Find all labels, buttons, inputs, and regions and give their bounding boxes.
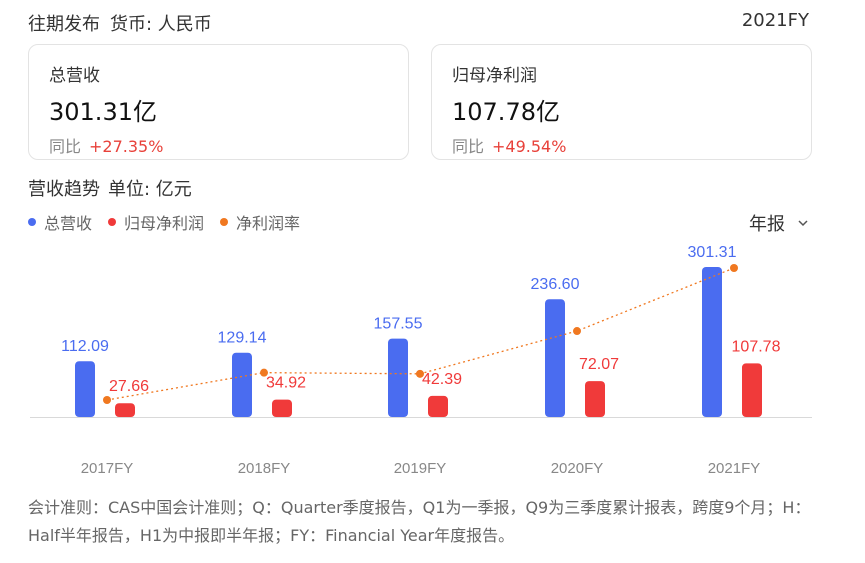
- period-select[interactable]: 年报: [749, 210, 809, 236]
- legend-item-margin[interactable]: 净利润率: [220, 210, 300, 234]
- label-net-profit-2018FY: 34.92: [266, 375, 306, 392]
- bar-net-profit-2021FY: [742, 363, 762, 417]
- net-profit-yoy-value: +49.54%: [492, 137, 567, 156]
- legend-dot-net-profit: [108, 218, 117, 226]
- revenue-yoy: 同比 +27.35%: [49, 133, 388, 157]
- point-margin-2019FY: [416, 369, 424, 378]
- label-net-profit-2021FY: 107.78: [732, 338, 781, 355]
- net-profit-card-label: 归母净利润: [452, 66, 537, 86]
- header-title: 往期发布 货币: 人民币: [28, 10, 212, 36]
- revenue-card-label: 总营收: [49, 66, 100, 86]
- point-margin-2018FY: [260, 368, 268, 377]
- point-margin-2021FY: [730, 264, 738, 272]
- legend-label-margin: 净利润率: [236, 214, 301, 233]
- revenue-yoy-label: 同比: [49, 137, 82, 156]
- period-label: 2021FY: [741, 10, 809, 31]
- legend-label-revenue: 总营收: [44, 214, 93, 233]
- tick-label-2017FY: 2017FY: [81, 460, 134, 477]
- bar-revenue-2019FY: [388, 338, 408, 417]
- bar-revenue-2021FY: [702, 267, 722, 417]
- label-revenue-2020FY: 236.60: [531, 276, 580, 293]
- currency-label: 货币: 人民币: [110, 14, 212, 35]
- legend-dot-revenue: [28, 218, 36, 226]
- legend-item-revenue[interactable]: 总营收: [28, 210, 92, 234]
- chart-legend: 总营收 归母净利润 净利润率: [28, 210, 300, 234]
- trend-title-text: 营收趋势: [28, 179, 100, 200]
- legend-dot-margin: [220, 218, 229, 226]
- bar-net-profit-2020FY: [585, 381, 605, 417]
- label-revenue-2021FY: 301.31: [688, 244, 737, 261]
- tick-label-2020FY: 2020FY: [551, 460, 604, 477]
- bar-revenue-2018FY: [232, 352, 252, 417]
- net-profit-yoy-label: 同比: [452, 137, 485, 156]
- label-net-profit-2020FY: 72.07: [579, 356, 619, 373]
- trend-title: 营收趋势 单位: 亿元: [28, 175, 192, 201]
- label-net-profit-2019FY: 42.39: [422, 371, 462, 388]
- tick-label-2021FY: 2021FY: [708, 460, 761, 477]
- label-revenue-2017FY: 112.09: [61, 338, 109, 355]
- point-margin-2020FY: [573, 327, 581, 336]
- bar-net-profit-2018FY: [272, 399, 292, 417]
- tick-label-2018FY: 2018FY: [238, 460, 291, 477]
- net-profit-card[interactable]: 归母净利润 107.78亿 同比 +49.54%: [431, 44, 812, 160]
- tick-label-2019FY: 2019FY: [394, 460, 447, 477]
- revenue-card-value: 301.31亿: [49, 98, 157, 126]
- footnote: 会计准则：CAS中国会计准则；Q：Quarter季度报告，Q1为一季报，Q9为三…: [28, 498, 811, 545]
- line-margin: [106, 267, 735, 401]
- label-revenue-2019FY: 157.55: [374, 316, 423, 333]
- chevron-down-icon: [798, 220, 808, 227]
- bar-net-profit-2019FY: [428, 395, 448, 417]
- label-revenue-2018FY: 129.14: [218, 330, 267, 347]
- trend-unit: 单位: 亿元: [108, 179, 192, 200]
- bar-net-profit-2017FY: [115, 403, 135, 417]
- net-profit-yoy: 同比 +49.54%: [452, 133, 791, 157]
- label-net-profit-2017FY: 27.66: [109, 378, 149, 395]
- point-margin-2017FY: [103, 396, 111, 404]
- header-title-text: 往期发布: [28, 14, 100, 35]
- revenue-card[interactable]: 总营收 301.31亿 同比 +27.35%: [28, 44, 409, 160]
- revenue-yoy-value: +27.35%: [89, 137, 164, 156]
- bar-revenue-2017FY: [75, 361, 95, 417]
- period-select-label: 年报: [749, 214, 785, 235]
- revenue-chart: 112.09 27.66 2017FY 129.14 34.92 2018FY 157.55…: [30, 244, 812, 477]
- legend-item-net-profit[interactable]: 归母净利润: [108, 210, 204, 234]
- net-profit-card-value: 107.78亿: [452, 98, 560, 126]
- legend-label-net-profit: 归母净利润: [124, 214, 205, 233]
- bar-revenue-2020FY: [545, 299, 565, 417]
